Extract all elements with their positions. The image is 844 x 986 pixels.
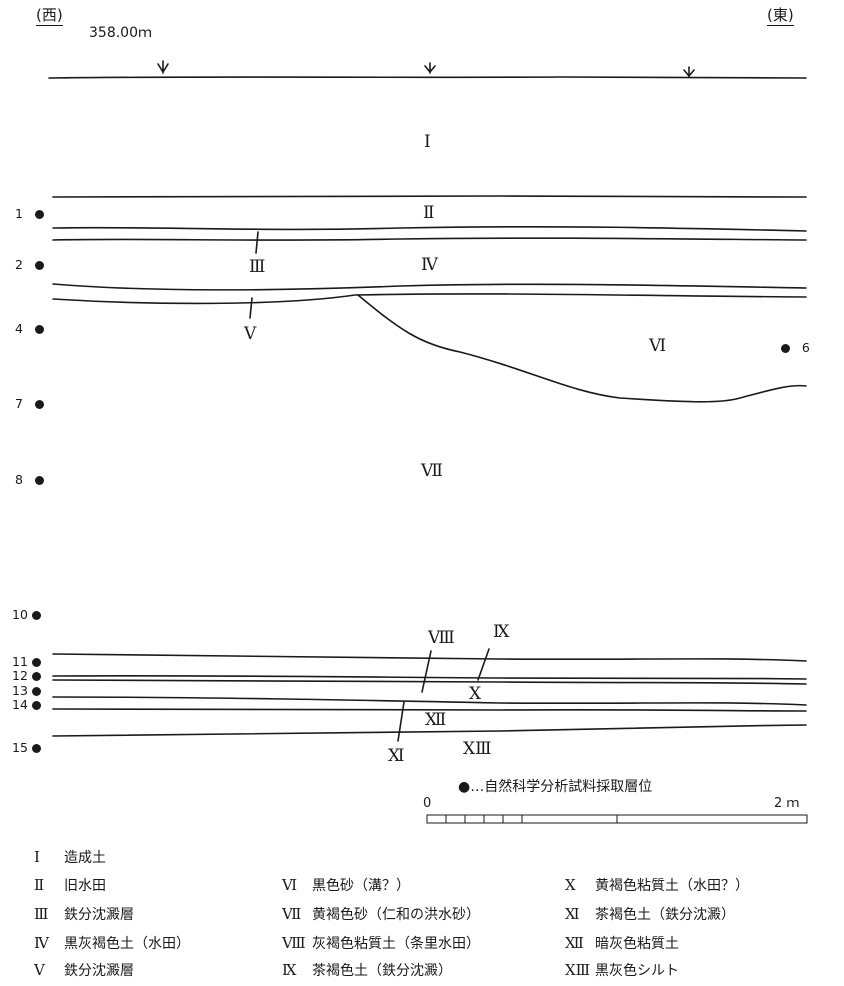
sample-marker-6: 6 xyxy=(781,341,810,355)
surface-mark xyxy=(424,62,436,74)
legend-item: Ⅲ 鉄分沈澱層 xyxy=(34,905,134,923)
boundary-line xyxy=(52,708,807,712)
surface-mark xyxy=(683,66,695,78)
layer-label-12: Ⅻ xyxy=(425,710,447,730)
sample-dot xyxy=(31,687,41,696)
sample-dot xyxy=(781,344,790,353)
layer-label-5: Ⅴ xyxy=(244,324,257,344)
leader-line xyxy=(249,297,253,319)
leader-line xyxy=(397,701,405,742)
sample-dot xyxy=(34,476,44,485)
west-label: (西) xyxy=(36,6,63,26)
legend-item: ⅩⅢ 黒灰色シルト xyxy=(565,961,679,979)
layer-label-2: Ⅱ xyxy=(423,203,435,223)
legend-item: Ⅱ 旧水田 xyxy=(34,876,106,894)
east-label: (東) xyxy=(767,6,794,26)
boundary-line xyxy=(52,724,807,737)
boundary-line xyxy=(52,225,807,232)
channel-line xyxy=(357,294,807,403)
layer-label-11: Ⅺ xyxy=(388,746,405,766)
boundary-line xyxy=(52,679,807,685)
legend-item: Ⅰ 造成土 xyxy=(34,848,106,866)
sample-marker-2: 2 xyxy=(15,258,44,272)
sample-dot xyxy=(34,400,44,409)
sample-marker-10: 10 xyxy=(12,608,41,622)
layer-label-7: Ⅶ xyxy=(421,461,443,481)
legend-item: Ⅺ 茶褐色土（鉄分沈澱） xyxy=(565,905,735,923)
layer-label-6: Ⅵ xyxy=(649,336,667,356)
scale-end: 2 ｍ xyxy=(774,796,800,811)
boundary-line xyxy=(52,653,807,662)
sample-marker-7: 7 xyxy=(15,397,44,411)
boundary-line xyxy=(52,237,807,241)
layer-label-3: Ⅲ xyxy=(249,257,266,277)
layer-label-1: Ⅰ xyxy=(424,132,431,152)
boundary-line xyxy=(52,696,807,706)
sample-dot xyxy=(31,658,41,667)
legend-item: Ⅹ 黄褐色粘質土（水田？） xyxy=(565,876,749,894)
sample-marker-15: 15 xyxy=(12,741,41,755)
leader-line xyxy=(477,648,490,681)
boundary-line xyxy=(52,674,807,680)
layer-label-13: ⅩⅢ xyxy=(463,739,492,759)
leader-line xyxy=(421,650,432,693)
sample-marker-11: 11 xyxy=(12,655,41,669)
layer-label-8: Ⅷ xyxy=(428,628,455,648)
sample-dot xyxy=(34,210,44,219)
layer-label-9: Ⅸ xyxy=(493,622,510,642)
ground-surface-line xyxy=(48,76,807,79)
sample-marker-13: 13 xyxy=(12,684,41,698)
surface-mark xyxy=(157,60,169,74)
scale-bar xyxy=(426,814,808,824)
boundary-line xyxy=(52,195,807,198)
sample-dot xyxy=(31,611,41,620)
scale-start: 0 xyxy=(423,796,432,811)
sample-legend: ●…自然科学分析試料採取層位 xyxy=(458,779,653,795)
sample-dot xyxy=(31,744,41,753)
leader-line xyxy=(255,231,259,254)
boundary-line xyxy=(52,293,807,305)
sample-marker-4: 4 xyxy=(15,322,44,336)
legend-item: Ⅻ 暗灰色粘質土 xyxy=(565,934,679,952)
legend-item: Ⅳ 黒灰褐色土（水田） xyxy=(34,934,190,952)
boundary-line xyxy=(52,283,807,291)
elevation-label: 358.00ｍ xyxy=(89,25,152,41)
sample-dot xyxy=(34,261,44,270)
sample-dot xyxy=(31,672,41,681)
layer-label-10: Ⅹ xyxy=(469,684,482,704)
sample-dot xyxy=(34,325,44,334)
sample-marker-1: 1 xyxy=(15,207,44,221)
layer-label-4: Ⅳ xyxy=(421,255,438,275)
legend-item: Ⅷ 灰褐色粘質土（条里水田） xyxy=(282,934,480,952)
sample-marker-12: 12 xyxy=(12,669,41,683)
sample-marker-8: 8 xyxy=(15,473,44,487)
legend-item: Ⅴ 鉄分沈澱層 xyxy=(34,961,134,979)
legend-item: Ⅵ 黒色砂（溝？） xyxy=(282,876,410,894)
sample-dot xyxy=(31,701,41,710)
legend-item: Ⅸ 茶褐色土（鉄分沈澱） xyxy=(282,961,452,979)
sample-marker-14: 14 xyxy=(12,698,41,712)
legend-item: Ⅶ 黄褐色砂（仁和の洪水砂） xyxy=(282,905,480,923)
